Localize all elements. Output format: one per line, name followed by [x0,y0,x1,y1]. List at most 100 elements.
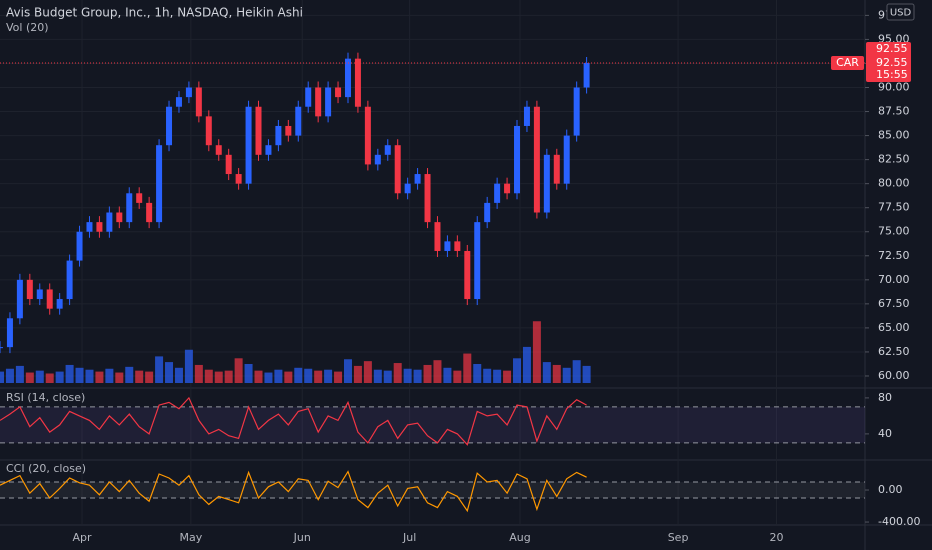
volume-bar [373,369,382,383]
candle [116,212,123,223]
candle [434,222,441,251]
volume-bar [572,360,581,383]
y-tick-label: 40 [878,427,892,440]
candle [424,174,431,223]
candle [56,299,63,309]
x-tick-label: Aug [509,531,530,544]
x-tick-label: May [180,531,203,544]
volume-bar [174,367,183,383]
candle [384,145,391,155]
volume-bar [443,367,452,383]
volume-bar [304,368,313,383]
candle [106,212,113,232]
candle [96,222,103,232]
currency-badge[interactable] [886,3,915,21]
volume-bar [65,364,74,383]
candle [573,87,580,136]
candle [285,125,292,136]
y-tick-label: 0.00 [878,483,903,496]
volume-bar [45,373,54,383]
currency: USD [890,8,912,19]
symbol-badge [831,55,864,70]
volume-bar [105,368,114,383]
candle [315,87,322,117]
volume-bar [184,349,193,383]
candle [46,289,53,309]
candle [354,58,361,107]
y-tick-label: 80.00 [878,177,910,190]
candle [533,106,540,213]
candle [335,87,342,98]
candle [225,154,232,175]
volume-bar [453,370,462,383]
candle [414,174,421,184]
y-tick-label: 62.50 [878,345,910,358]
y-tick-label: 90.00 [878,81,910,94]
candle [0,347,3,349]
volume-bar [274,369,283,383]
volume-bar [403,368,412,383]
volume-bar [125,366,134,383]
volume-bar [115,372,124,383]
candle [166,106,173,146]
x-tick-label: Jul [402,531,416,544]
volume-bar [165,362,174,383]
candle [344,58,351,98]
candle [543,154,550,213]
volume-bar [413,369,422,383]
candle [26,279,33,300]
candle [523,106,530,126]
candle [444,241,451,251]
candle [146,202,153,223]
candle [255,106,262,155]
y-tick-label: 75.00 [878,225,910,238]
volume-bar [5,368,14,383]
volume-bar [25,372,34,383]
y-tick-label: 80 [878,391,892,404]
volume-bar [363,361,372,383]
candle [464,250,471,300]
volume-bar [503,370,512,383]
last-price: 92.55 [876,56,908,69]
volume-bar [513,358,522,383]
candle [514,125,521,194]
volume-bar [55,371,64,383]
candle [156,145,163,223]
candle [76,231,83,261]
volume-bar [95,371,104,383]
volume-bar [582,365,591,383]
marks: Apr May Jun Jul Aug Sep 20 60.00 62.50 65.00 67.50… [0,0,920,544]
volume-bar [204,369,213,383]
candle [205,116,212,146]
x-tick-label: Sep [668,531,689,544]
volume-bar [423,364,432,383]
y-tick-label: -400.00 [878,515,920,528]
x-tick-label: Apr [73,531,93,544]
volume-bar [463,353,472,383]
indicator-line [0,396,587,446]
candle [504,183,511,194]
candle [404,183,411,194]
y-tick-label: 70.00 [878,273,910,286]
candle [563,135,570,184]
volume-bar [314,370,323,383]
volume-bar [473,364,482,383]
volume-bar [493,369,502,383]
y-tick-label: 82.50 [878,153,910,166]
volume-bar [85,369,94,383]
volume-bar [15,365,24,383]
candle [136,193,143,203]
y-tick-label: 72.50 [878,249,910,262]
x-tick-label: Jun [293,531,311,544]
volume-bar [433,360,442,383]
volume-title: Vol (20) [6,21,49,34]
candle [364,106,371,165]
candle [215,145,222,155]
y-tick-label: 85.00 [878,129,910,142]
volume-bar [334,371,343,383]
y-tick-label: 77.50 [878,201,910,214]
volume-bar [483,368,492,383]
y-tick-label: 60.00 [878,369,910,382]
y-tick-label: 67.50 [878,297,910,310]
candle [175,97,182,107]
